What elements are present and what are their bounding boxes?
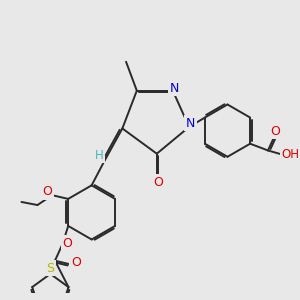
Text: N: N [186,117,195,130]
Text: O: O [71,256,81,269]
Text: O: O [43,185,52,198]
Text: OH: OH [282,148,300,161]
Text: N: N [169,82,179,95]
Text: O: O [270,124,280,138]
Text: H: H [94,149,103,162]
Text: O: O [153,176,163,189]
Text: O: O [63,237,73,250]
Text: S: S [46,262,54,275]
